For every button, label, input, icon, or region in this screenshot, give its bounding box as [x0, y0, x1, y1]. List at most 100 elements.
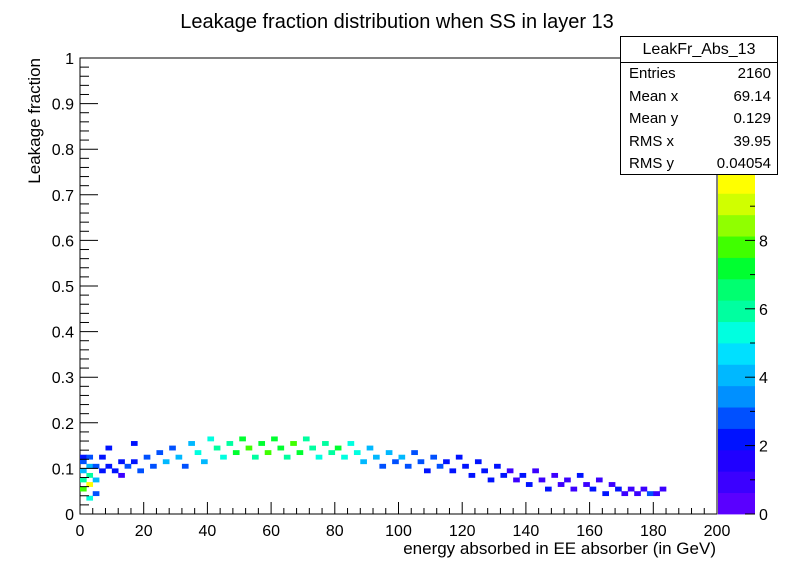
y-tick-label: 0.7 — [52, 188, 74, 205]
heatmap-cell — [80, 459, 87, 465]
heatmap-cell — [436, 463, 444, 469]
heatmap-cell — [423, 468, 431, 474]
heatmap-cell — [150, 463, 157, 469]
x-tick-label: 140 — [513, 523, 540, 540]
heatmap-cell — [564, 477, 571, 483]
heatmap-cell — [143, 454, 151, 460]
heatmap-cell — [220, 454, 227, 460]
x-tick-label: 100 — [385, 523, 412, 540]
heatmap-cell — [449, 468, 457, 474]
heatmap-cell — [118, 472, 125, 478]
colorbar-segment — [718, 214, 755, 237]
chart-title: Leakage fraction distribution when SS in… — [180, 11, 614, 33]
heatmap-cell — [283, 454, 291, 460]
y-tick-label: 1 — [65, 51, 74, 68]
heatmap-cell — [615, 486, 622, 492]
colorbar-tick-label: 6 — [759, 302, 768, 319]
colorbar: 0 2 4 6 8 — [718, 172, 768, 524]
heatmap-cell — [80, 477, 87, 483]
heatmap-cell — [86, 454, 94, 460]
heatmap-cell — [226, 441, 234, 446]
heatmap-cell — [513, 477, 520, 483]
colorbar-segment — [718, 492, 755, 515]
x-tick-label: 120 — [449, 523, 476, 540]
heatmap-cell — [175, 454, 183, 460]
heatmap-cell — [124, 463, 132, 469]
heatmap-cell — [296, 450, 304, 456]
heatmap-cell — [366, 445, 374, 451]
heatmap-cell — [627, 486, 635, 492]
heatmap-cell — [392, 459, 399, 465]
colorbar-segment — [718, 300, 755, 323]
heatmap-cell — [86, 463, 94, 469]
heatmap-cell — [557, 482, 565, 487]
x-tick-label: 40 — [199, 523, 217, 540]
heatmap-cell — [156, 450, 164, 456]
y-tick-label: 0.3 — [52, 370, 74, 387]
heatmap-cell — [137, 468, 144, 474]
heatmap-cell — [309, 445, 316, 451]
colorbar-tick-label: 4 — [759, 370, 768, 387]
stats-row: RMS x 39.95 — [621, 131, 777, 154]
stats-box: LeakFr_Abs_13 Entries 2160 Mean x 69.14 Mean… — [620, 36, 778, 175]
heatmap-cell — [430, 454, 438, 460]
heatmap-cell — [130, 441, 138, 446]
heatmap-cells — [80, 436, 667, 501]
plot-frame — [79, 57, 718, 515]
colorbar-segment — [718, 278, 755, 301]
heatmap-cell — [347, 441, 355, 446]
heatmap-cell — [277, 445, 285, 451]
x-tick-label: 60 — [262, 523, 280, 540]
heatmap-cell — [188, 441, 195, 446]
stats-value: 0.129 — [733, 110, 771, 128]
y-tick-label: 0.8 — [52, 142, 74, 159]
colorbar-tick-label: 2 — [759, 439, 768, 456]
stats-label: Mean x — [629, 87, 679, 105]
stats-value: 69.14 — [733, 87, 771, 105]
heatmap-cell — [417, 459, 425, 465]
heatmap-cell — [398, 454, 406, 460]
heatmap-cell — [608, 482, 616, 487]
heatmap-cell — [99, 454, 106, 460]
heatmap-cell — [468, 472, 476, 478]
heatmap-cell — [251, 454, 259, 460]
colorbar-segment — [718, 428, 755, 451]
x-tick-label: 80 — [326, 523, 344, 540]
colorbar-segment — [718, 321, 755, 344]
x-tick-label: 160 — [576, 523, 603, 540]
heatmap-cell — [86, 482, 94, 487]
heatmap-cell — [264, 450, 272, 456]
colorbar-segment — [718, 407, 755, 429]
colorbar-tick-label: 8 — [759, 233, 768, 250]
stats-value: 0.04054 — [716, 155, 771, 173]
y-tick-label: 0.5 — [52, 279, 74, 296]
heatmap-cell — [86, 495, 94, 501]
heatmap-cell — [181, 463, 189, 469]
x-tick-label: 200 — [704, 523, 731, 540]
heatmap-cell — [455, 454, 463, 460]
heatmap-cell — [538, 477, 546, 483]
stats-title: LeakFr_Abs_13 — [621, 37, 777, 63]
x-tick-label: 180 — [640, 523, 667, 540]
heatmap-cell — [194, 450, 202, 456]
x-axis-label: energy absorbed in EE absorber (in GeV) — [403, 539, 716, 558]
heatmap-cell — [92, 491, 100, 497]
colorbar-segment — [718, 385, 755, 408]
heatmap-cell — [105, 463, 113, 469]
heatmap-cell — [500, 472, 508, 478]
heatmap-cell — [118, 459, 125, 465]
heatmap-cell — [576, 472, 584, 478]
heatmap-cell — [634, 491, 641, 497]
heatmap-cell — [111, 468, 119, 474]
heatmap-cell — [379, 463, 387, 469]
heatmap-cell — [239, 436, 246, 442]
heatmap-cell — [525, 482, 533, 487]
heatmap-cell — [487, 477, 495, 483]
heatmap-cell — [334, 445, 342, 451]
heatmap-cell — [92, 463, 100, 469]
heatmap-cell — [373, 454, 380, 460]
heatmap-cell — [551, 472, 559, 478]
y-tick-label: 0 — [65, 507, 74, 524]
colorbar-segment — [718, 172, 755, 194]
